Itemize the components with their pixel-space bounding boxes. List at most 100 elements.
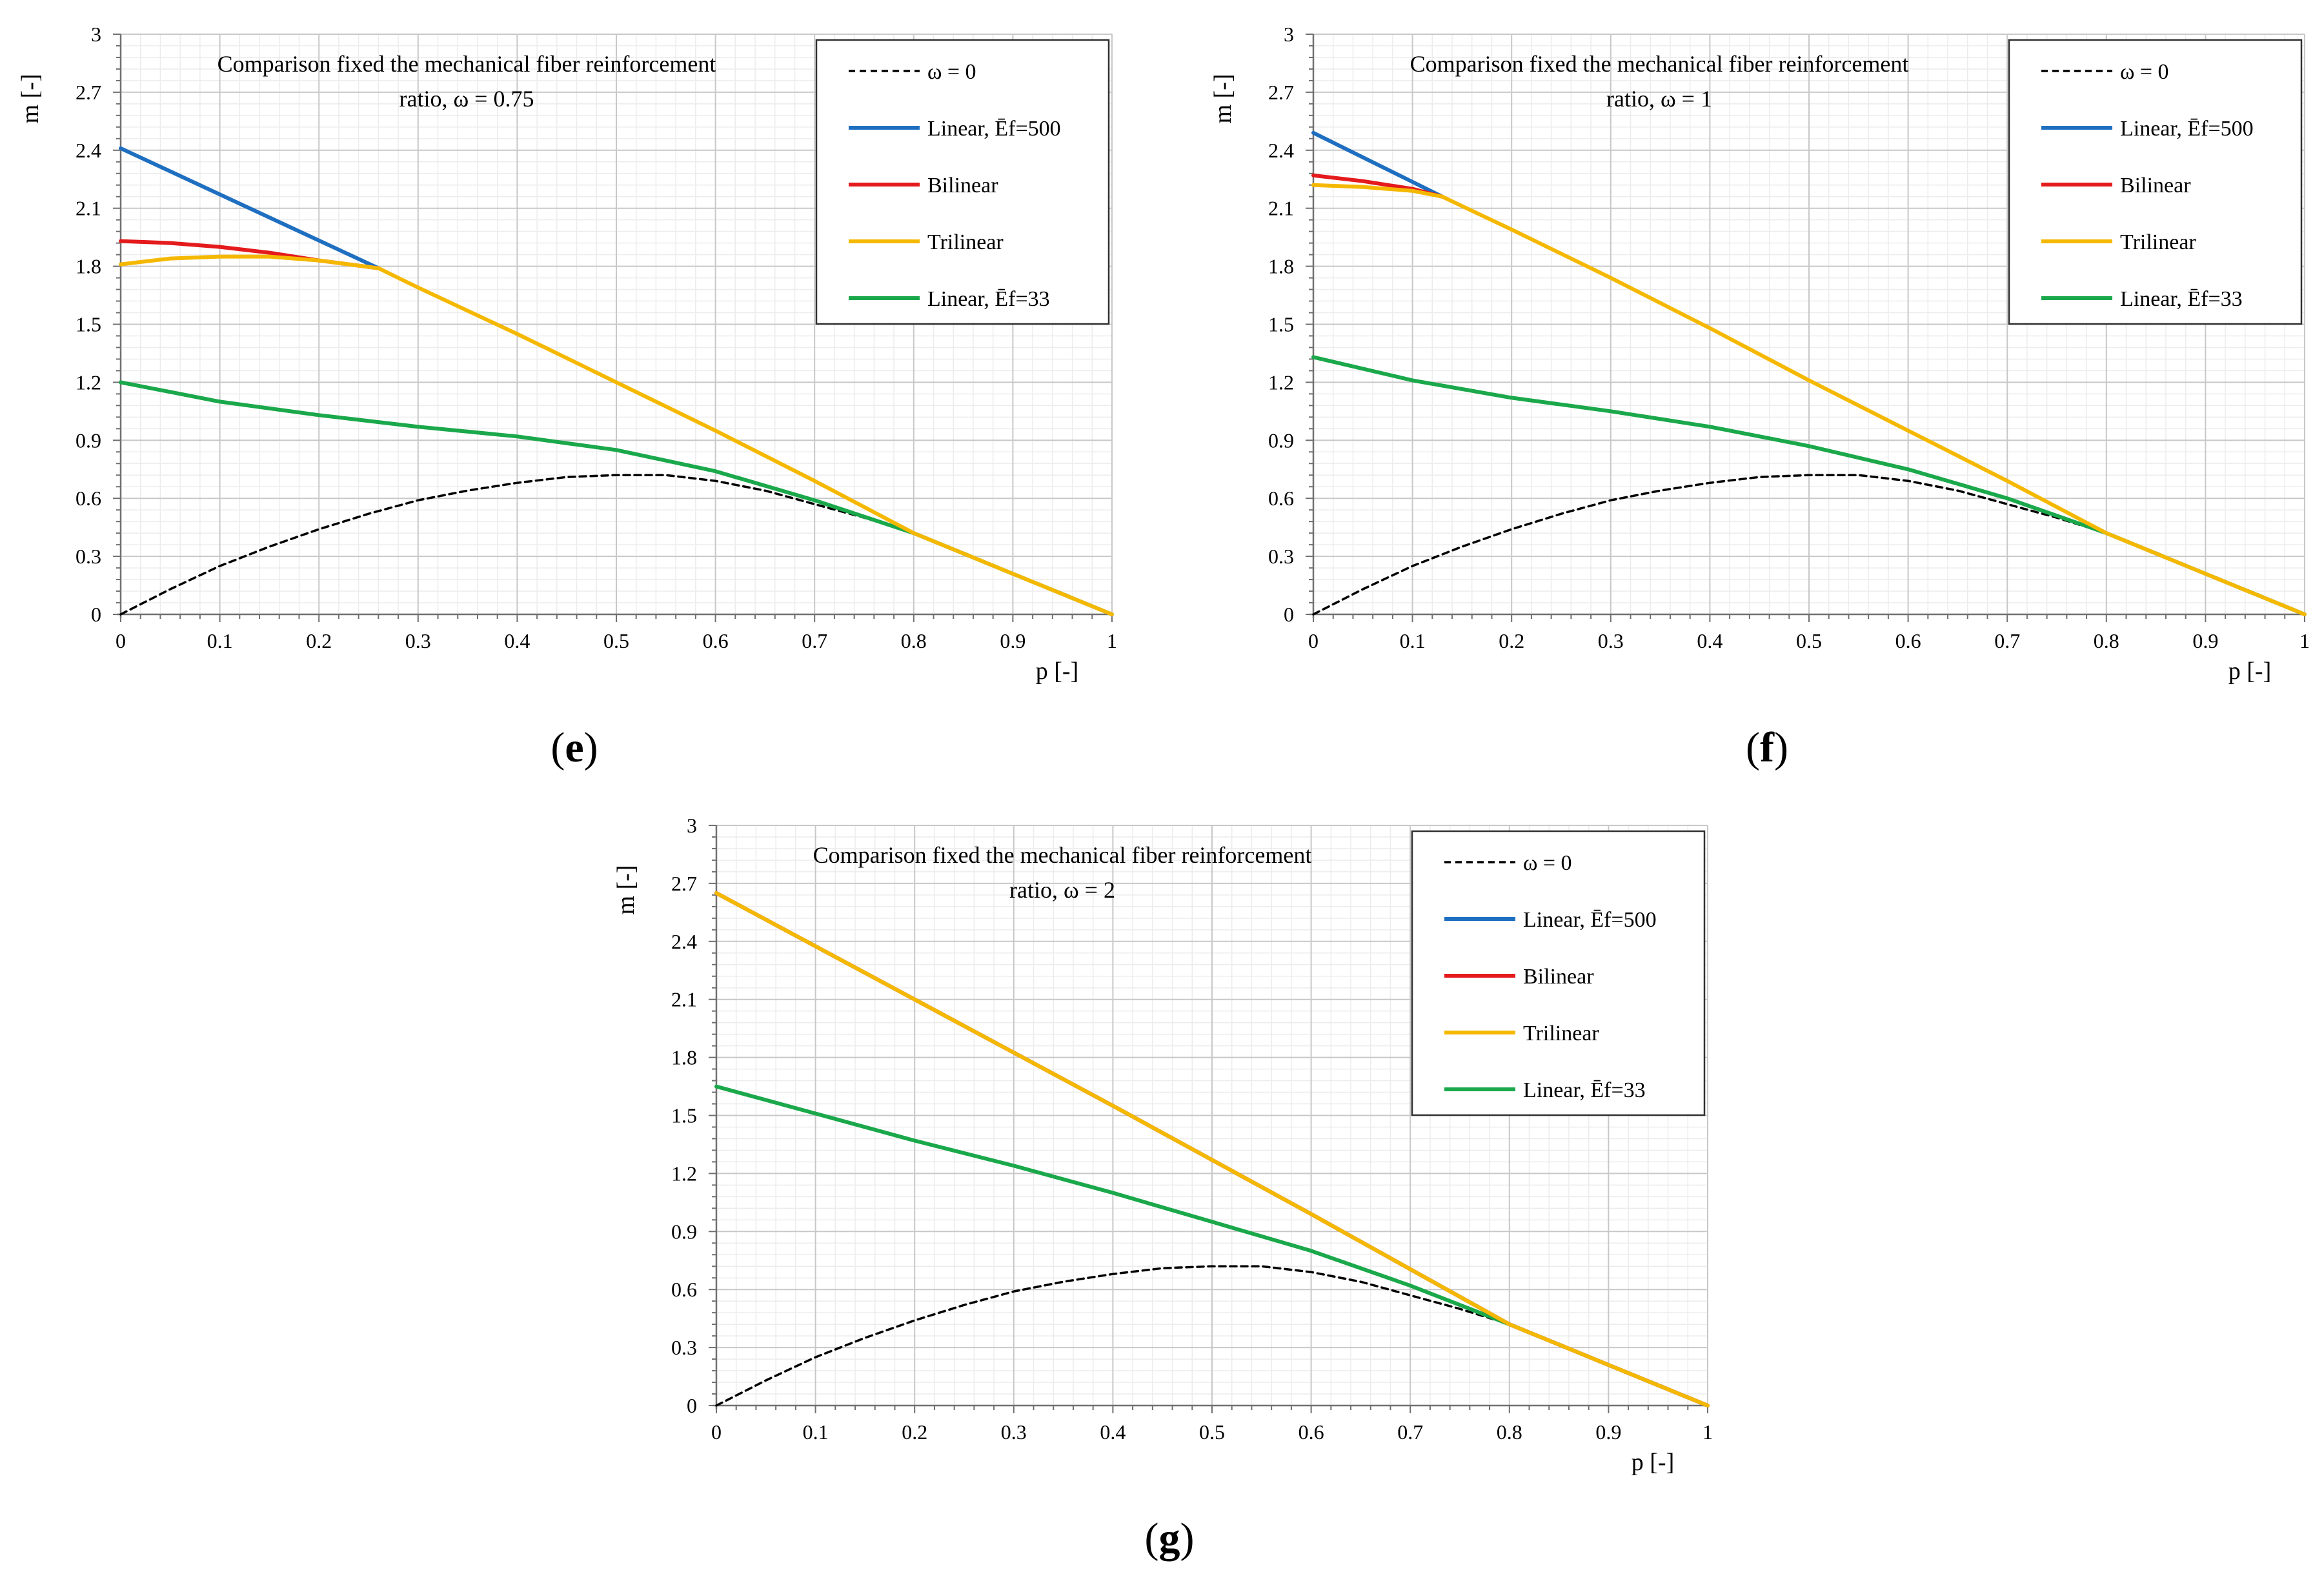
x-tick-label: 0.8 (2094, 629, 2119, 652)
y-tick-label: 2.1 (671, 988, 697, 1011)
x-axis-label: p [-] (1036, 658, 1078, 685)
x-tick-label: 0.2 (306, 629, 332, 652)
x-tick-label: 0.7 (1397, 1420, 1423, 1444)
y-tick-label: 0.6 (671, 1278, 697, 1301)
y-tick-label: 3 (91, 23, 101, 46)
x-tick-label: 0.3 (1598, 629, 1624, 652)
x-tick-label: 1 (1703, 1420, 1713, 1444)
legend-entry-label: Linear, Ēf=500 (2120, 117, 2254, 141)
y-tick-label: 1.5 (1268, 313, 1294, 336)
x-tick-label: 1 (2299, 629, 2310, 652)
y-tick-label: 2.1 (1268, 197, 1294, 220)
y-tick-label: 2.7 (1268, 81, 1294, 104)
x-tick-label: 0.4 (1100, 1420, 1126, 1444)
x-tick-label: 0.1 (1400, 629, 1426, 652)
legend-entry-label: Bilinear (927, 174, 998, 197)
chart-title-line: Comparison fixed the mechanical fiber re… (813, 842, 1312, 868)
legend-entry-label: Trilinear (1523, 1022, 1599, 1045)
legend-entry-label: ω = 0 (1523, 851, 1572, 875)
x-tick-label: 1 (1107, 629, 1117, 652)
y-tick-label: 0.3 (1268, 545, 1294, 568)
x-tick-label: 0.5 (1796, 629, 1822, 652)
x-axis-label: p [-] (2228, 658, 2271, 685)
x-tick-label: 0.5 (603, 629, 629, 652)
chart-panel-e: 0 0.1 0.2 0.3 0.4 0.5 0.6 0.7 0.8 0.9 1 0 0.3 0.6 0.9 1… (17, 23, 1117, 685)
x-tick-label: 0.2 (1499, 629, 1524, 652)
y-tick-label: 1.5 (76, 313, 101, 336)
y-axis-label: m [-] (1209, 74, 1237, 123)
x-tick-label: 0.9 (2192, 629, 2218, 652)
series-line-3 (714, 891, 1710, 1407)
chart-panel-g: 0 0.1 0.2 0.3 0.4 0.5 0.6 0.7 0.8 0.9 1 0 0.3 0.6 0.9 1… (612, 814, 1713, 1476)
y-tick-label: 0 (1284, 603, 1294, 626)
y-tick-label: 0.3 (76, 545, 101, 568)
chart-title-line: ratio, ω = 0.75 (399, 86, 534, 112)
y-tick-label: 1.2 (671, 1162, 697, 1185)
x-tick-label: 0 (1308, 629, 1319, 652)
legend-entry-label: Trilinear (927, 230, 1004, 254)
y-tick-label: 0 (687, 1394, 697, 1417)
x-axis-label: p [-] (1632, 1449, 1674, 1476)
x-tick-label: 0 (116, 629, 126, 652)
x-tick-label: 0.1 (803, 1420, 829, 1444)
panel-label-g-letter: g (1159, 1515, 1180, 1562)
x-tick-label: 0.5 (1199, 1420, 1225, 1444)
y-tick-label: 1.8 (76, 255, 101, 278)
y-tick-label: 2.4 (1268, 139, 1294, 162)
y-axis-label: m [-] (612, 865, 640, 914)
panel-label-g: (g) (1145, 1515, 1195, 1562)
x-tick-label: 0.6 (703, 629, 729, 652)
y-tick-label: 2.7 (76, 81, 101, 104)
x-tick-label: 0.7 (802, 629, 827, 652)
legend-entry-label: Linear, Ēf=33 (2120, 287, 2243, 311)
x-tick-label: 0.8 (901, 629, 927, 652)
x-tick-label: 0.1 (207, 629, 233, 652)
y-tick-label: 0.9 (671, 1220, 697, 1243)
panel-label-e-letter: e (565, 724, 583, 771)
y-tick-label: 2.1 (76, 197, 101, 220)
x-tick-label: 0.9 (1000, 629, 1026, 652)
y-tick-label: 0.3 (671, 1336, 697, 1359)
panel-label-f-letter: f (1760, 724, 1775, 771)
x-tick-label: 0.7 (1994, 629, 2020, 652)
legend-entry-label: Linear, Ēf=500 (927, 117, 1061, 141)
x-tick-label: 0.3 (1001, 1420, 1027, 1444)
y-tick-label: 0.6 (76, 487, 101, 510)
y-tick-label: 0.9 (1268, 429, 1294, 452)
series-line-3 (119, 254, 1114, 616)
chart-title-line: Comparison fixed the mechanical fiber re… (1410, 51, 1909, 77)
legend-entry-label: Bilinear (1523, 965, 1594, 989)
legend-box (1411, 830, 1706, 1116)
x-tick-label: 0.4 (1697, 629, 1723, 652)
chart-title-line: ratio, ω = 1 (1606, 86, 1712, 112)
legend-entry-label: Trilinear (2120, 230, 2196, 254)
y-tick-label: 1.8 (671, 1046, 697, 1069)
y-tick-label: 2.4 (76, 139, 101, 162)
y-tick-label: 1.8 (1268, 255, 1294, 278)
y-tick-label: 1.2 (76, 370, 101, 394)
chart-title-line: ratio, ω = 2 (1009, 877, 1115, 903)
x-tick-label: 0.2 (902, 1420, 927, 1444)
y-tick-label: 0 (91, 603, 101, 626)
y-tick-label: 1.2 (1268, 370, 1294, 394)
x-tick-label: 0 (711, 1420, 722, 1444)
series-line-1 (119, 146, 381, 270)
x-tick-label: 0.4 (504, 629, 530, 652)
y-tick-label: 1.5 (671, 1104, 697, 1127)
x-tick-label: 0.3 (405, 629, 431, 652)
legend-entry-label: Linear, Ēf=33 (1523, 1078, 1646, 1102)
x-tick-label: 0.9 (1595, 1420, 1621, 1444)
legend-entry-label: ω = 0 (927, 60, 976, 84)
legend-entry-label: Bilinear (2120, 174, 2191, 197)
chart-panel-f: 0 0.1 0.2 0.3 0.4 0.5 0.6 0.7 0.8 0.9 1 0 0.3 0.6 0.9 1… (1209, 23, 2310, 685)
legend-entry-label: Linear, Ēf=33 (927, 287, 1050, 311)
y-axis-label: m [-] (17, 74, 44, 123)
series-line-1 (1311, 130, 1444, 199)
legend-box (815, 39, 1110, 325)
y-tick-label: 3 (1284, 23, 1294, 46)
chart-title-line: Comparison fixed the mechanical fiber re… (217, 51, 716, 77)
legend-entry-label: ω = 0 (2120, 60, 2169, 84)
y-tick-label: 3 (687, 814, 697, 837)
panel-label-e: (e) (551, 724, 598, 771)
